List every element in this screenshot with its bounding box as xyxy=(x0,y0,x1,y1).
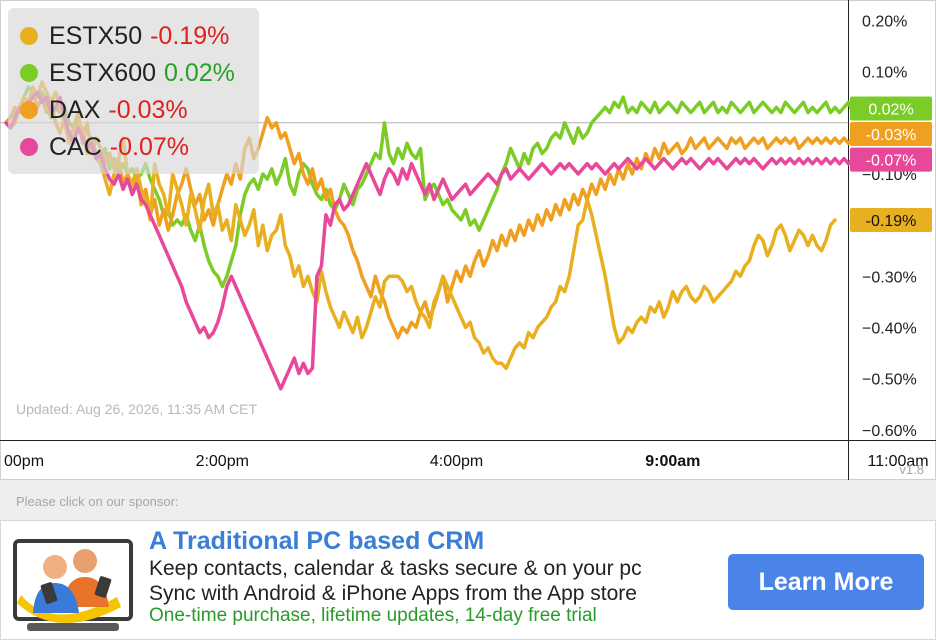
crm-logo-icon xyxy=(13,539,133,631)
chart-canvas: 0.20%0.10%−0.10%−0.30%−0.40%−0.50%−0.60%… xyxy=(0,0,936,480)
legend-name: CAC xyxy=(49,132,102,161)
ad-title[interactable]: A Traditional PC based CRM xyxy=(149,527,485,555)
legend-change: -0.07% xyxy=(109,132,190,161)
updated-timestamp: Updated: Aug 26, 2026, 11:35 AM CET xyxy=(16,401,258,417)
y-tick-label: 0.20% xyxy=(862,13,907,30)
legend-item-cac[interactable]: CAC -0.07% xyxy=(20,132,189,162)
legend-change: 0.02% xyxy=(164,58,235,87)
legend-item-estx50[interactable]: ESTX50 -0.19% xyxy=(20,21,229,51)
version-label: v1.8 xyxy=(899,462,924,477)
end-label-estx50: -0.19% xyxy=(850,208,932,232)
end-label-text: -0.07% xyxy=(866,153,917,170)
end-label-text: -0.19% xyxy=(866,213,917,230)
ad-line-2: Sync with Android & iPhone Apps from the… xyxy=(149,582,637,605)
y-tick-label: 0.10% xyxy=(862,65,907,82)
series-line-estx50 xyxy=(4,80,837,371)
legend-name: ESTX600 xyxy=(49,58,157,87)
legend-name: ESTX50 xyxy=(49,21,143,50)
end-label-estx600: 0.02% xyxy=(850,96,932,121)
end-label-cac: -0.07% xyxy=(850,147,932,172)
legend-item-dax[interactable]: DAX -0.03% xyxy=(20,95,188,125)
end-label-box xyxy=(850,96,932,121)
legend-name: DAX xyxy=(49,95,101,124)
sponsor-label: Please click on our sponsor: xyxy=(16,494,179,509)
legend-item-estx600[interactable]: ESTX600 0.02% xyxy=(20,58,235,88)
end-label-text: -0.03% xyxy=(866,127,917,144)
end-label-text: 0.02% xyxy=(868,101,913,118)
series-line-estx600 xyxy=(4,85,869,289)
sponsor-ad[interactable]: A Traditional PC based CRM Keep contacts… xyxy=(0,520,936,640)
ad-line-1: Keep contacts, calendar & tasks secure &… xyxy=(149,557,642,580)
market-chart: 0.20% 0.10% −0.10% −0.30% −0.40% −0.50% −0.60%… xyxy=(0,0,936,480)
end-label-dax: -0.03% xyxy=(850,122,932,147)
x-tick-label: 9:00am xyxy=(645,453,700,470)
x-tick-label: 11:00am xyxy=(868,453,929,470)
y-tick-label: −0.30% xyxy=(862,269,917,286)
x-tick-label: 2:00pm xyxy=(196,453,249,470)
ad-line-3: One-time purchase, lifetime updates, 14-… xyxy=(149,605,597,626)
end-label-box xyxy=(850,147,932,172)
chart-legend: ESTX50 -0.19% ESTX600 0.02% DAX -0.03% C… xyxy=(8,8,259,174)
series-line-cac xyxy=(4,90,860,391)
x-tick-label: 4:00pm xyxy=(430,453,483,470)
legend-dot-icon xyxy=(20,64,38,82)
y-tick-label: −0.40% xyxy=(862,320,917,337)
legend-change: -0.03% xyxy=(108,95,188,124)
end-label-box xyxy=(850,122,932,147)
y-tick-label: −0.50% xyxy=(862,372,917,389)
x-tick-label: 00pm xyxy=(4,453,44,470)
legend-change: -0.19% xyxy=(150,21,230,50)
end-label-box xyxy=(850,208,932,232)
learn-more-button[interactable]: Learn More xyxy=(728,554,924,610)
legend-dot-icon xyxy=(20,101,38,119)
y-tick-label: −0.60% xyxy=(862,423,917,440)
legend-dot-icon xyxy=(20,138,38,156)
legend-dot-icon xyxy=(20,27,38,45)
